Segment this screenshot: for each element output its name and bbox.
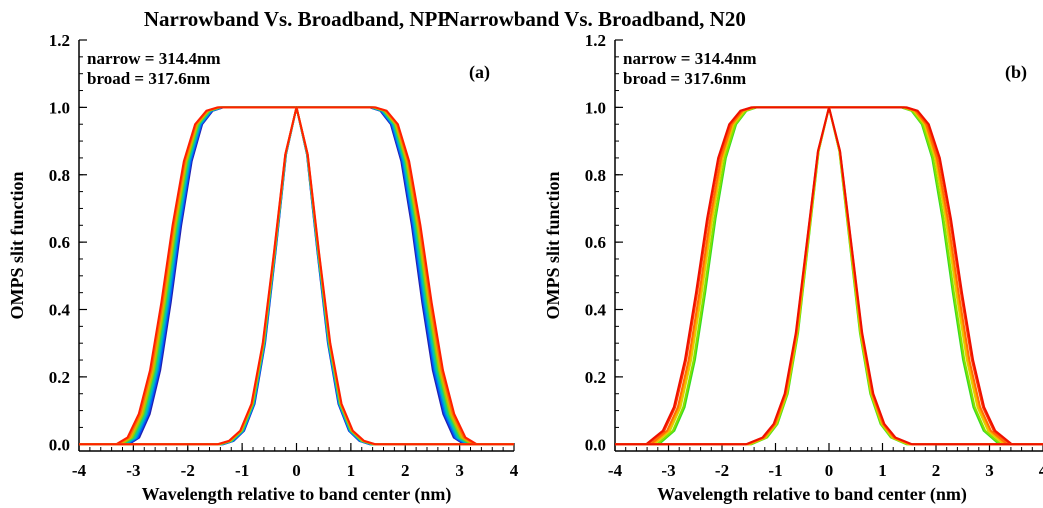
y-tick-label: 1.0 <box>585 98 606 117</box>
y-axis-label: OMPS slit function <box>7 171 27 319</box>
chart-title: Narrowband Vs. Broadband, N20 <box>444 7 746 31</box>
x-tick-label: -1 <box>768 461 782 480</box>
annotation: narrow = 314.4nm <box>623 49 757 68</box>
y-tick-label: 0.0 <box>585 435 606 454</box>
narrowband-curve <box>79 106 514 446</box>
x-tick-label: -2 <box>181 461 195 480</box>
x-tick-label: 2 <box>401 461 410 480</box>
y-tick-label: 1.2 <box>585 31 606 50</box>
y-tick-label: 1.0 <box>49 98 70 117</box>
panel-a: -4 -3 -2 -1 0 1 2 3 4 0.0 0.2 0.4 0.6 0.8 1.0 1.2 Narrow… <box>7 7 519 505</box>
x-tick-label: -4 <box>72 461 87 480</box>
y-tick-label: 0.2 <box>49 368 70 387</box>
y-tick-label: 0.8 <box>585 166 606 185</box>
x-tick-label: -4 <box>608 461 623 480</box>
y-tick-label: 0.4 <box>49 301 71 320</box>
x-tick-label: 0 <box>825 461 834 480</box>
broadband-curve <box>615 106 1043 446</box>
x-tick-label: 4 <box>510 461 519 480</box>
chart-title: Narrowband Vs. Broadband, NPP <box>144 7 450 31</box>
x-axis-label: Wavelength relative to band center (nm) <box>657 484 967 505</box>
y-tick-label: 0.6 <box>585 233 606 252</box>
x-tick-label: -1 <box>235 461 249 480</box>
x-tick-label: 2 <box>932 461 941 480</box>
annotation: broad = 317.6nm <box>623 69 746 88</box>
panel-b: -4 -3 -2 -1 0 1 2 3 4 0.0 0.2 0.4 0.6 0.8 1.0 1.2Narrow… <box>444 7 1043 505</box>
x-axis-label: Wavelength relative to band center (nm) <box>142 484 452 505</box>
x-tick-label: 1 <box>347 461 356 480</box>
plot-area <box>615 106 1043 446</box>
x-tick-label: -3 <box>661 461 675 480</box>
annotation: broad = 317.6nm <box>87 69 210 88</box>
y-tick-label: 0.8 <box>49 166 70 185</box>
x-tick-label: -3 <box>126 461 140 480</box>
y-tick-label: 0.2 <box>585 368 606 387</box>
plot-area <box>79 106 514 446</box>
y-tick-label: 0.4 <box>585 301 607 320</box>
y-tick-label: 0.6 <box>49 233 70 252</box>
y-tick-label: 1.2 <box>49 31 70 50</box>
panel-label: (a) <box>469 62 490 83</box>
panel-label: (b) <box>1005 62 1027 83</box>
x-tick-label: 3 <box>985 461 994 480</box>
y-axis-label: OMPS slit function <box>543 171 563 319</box>
x-tick-label: 4 <box>1039 461 1043 480</box>
x-tick-label: 3 <box>455 461 464 480</box>
annotation: narrow = 314.4nm <box>87 49 221 68</box>
broadband-curve <box>79 106 514 446</box>
y-tick-label: 0.0 <box>49 435 70 454</box>
x-tick-label: 0 <box>292 461 301 480</box>
x-tick-label: 1 <box>878 461 887 480</box>
x-tick-label: -2 <box>715 461 729 480</box>
narrowband-curve <box>615 106 1043 446</box>
